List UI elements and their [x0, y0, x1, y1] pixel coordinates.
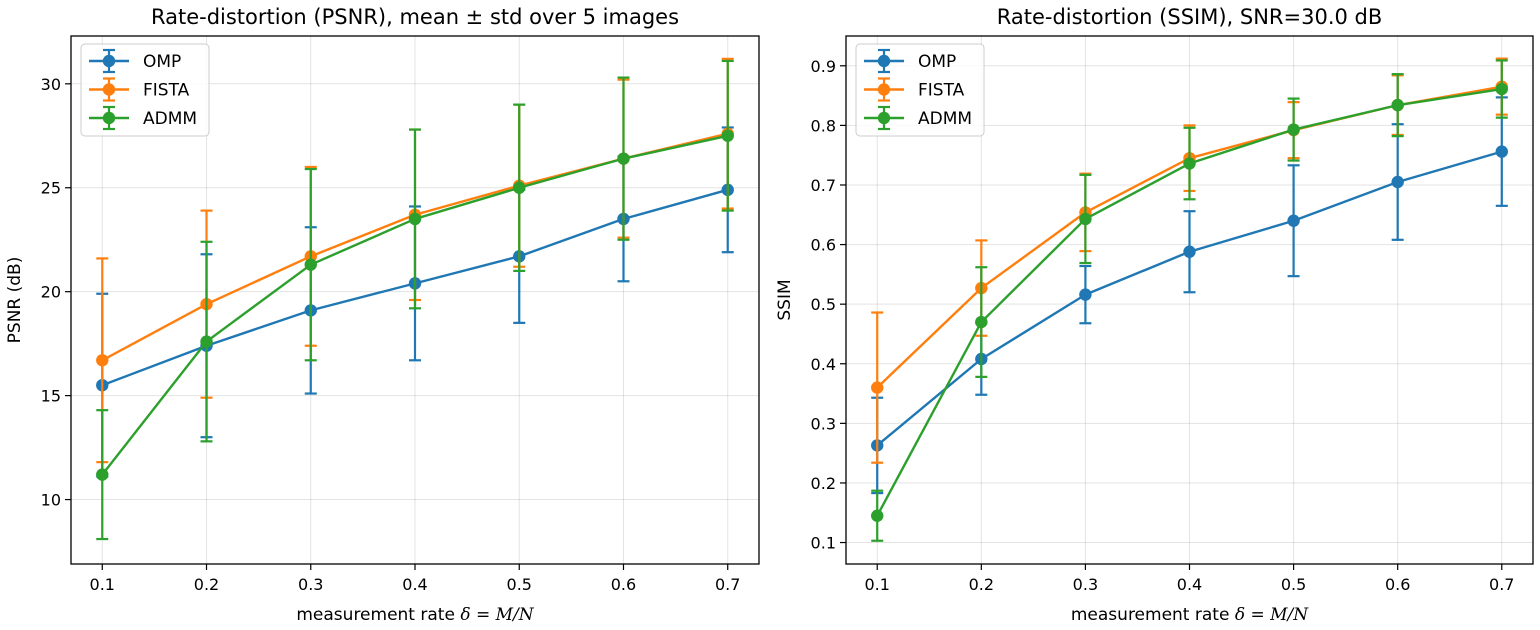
ssim-x-tick-label: 0.3 [1073, 575, 1098, 594]
ssim-y-axis: 0.1 0.2 0.3 0.4 0.5 0.6 0.7 0.8 0.9 [811, 57, 846, 553]
ssim-omp-point [1391, 175, 1404, 189]
psnr-x-tick-label: 0.1 [90, 575, 115, 594]
ssim-legend-marker [877, 111, 891, 125]
ssim-y-axis-label: SSIM [775, 279, 795, 320]
ssim-y-tick-label: 0.4 [811, 355, 836, 374]
ssim-admm-point [1287, 123, 1300, 136]
ssim-x-tick-label: 0.1 [865, 575, 890, 594]
psnr-legend-entry-admm: ADMM [89, 105, 197, 131]
psnr-y-axis: 10 15 20 25 30 [41, 75, 71, 510]
ssim-x-axis-label-math: δ = M/N [1235, 605, 1309, 625]
psnr-y-tick-label: 15 [41, 387, 61, 406]
psnr-x-axis-label: measurement rate δ = M/N [296, 605, 534, 625]
psnr-y-tick-label: 25 [41, 179, 61, 198]
psnr-legend-entry-fista: FISTA [89, 77, 190, 102]
psnr-legend-marker [102, 54, 116, 68]
psnr-admm-point [304, 258, 317, 271]
ssim-admm-point [1391, 98, 1404, 112]
ssim-admm-point [975, 315, 988, 329]
ssim-x-axis-label-text: measurement rate [1071, 605, 1235, 625]
ssim-legend-entry-omp: OMP [864, 48, 956, 74]
ssim-x-tick-label: 0.7 [1489, 575, 1514, 594]
psnr-admm-point [200, 335, 213, 348]
ssim-x-axis-label: measurement rate δ = M/N [1071, 605, 1309, 625]
psnr-x-tick-label: 0.4 [402, 575, 427, 594]
ssim-series-group [871, 57, 1508, 542]
psnr-y-axis-label: PSNR (dB) [5, 257, 25, 344]
psnr-legend-label: OMP [143, 52, 181, 72]
psnr-x-axis: 0.1 0.2 0.3 0.4 0.5 0.6 0.7 [90, 564, 740, 594]
psnr-legend: OMP FISTA ADMM [80, 43, 210, 137]
psnr-x-tick-label: 0.6 [611, 575, 636, 594]
psnr-series-admm [96, 59, 734, 541]
ssim-legend-label: ADMM [918, 109, 972, 129]
psnr-legend-marker [102, 111, 116, 125]
ssim-admm-point [1079, 212, 1092, 226]
ssim-y-tick-label: 0.8 [811, 116, 836, 135]
psnr-x-tick-label: 0.7 [715, 575, 740, 594]
psnr-chart-title: Rate-distortion (PSNR), mean ± std over … [151, 5, 679, 29]
ssim-legend-entry-fista: FISTA [864, 77, 965, 102]
psnr-legend-entry-omp: OMP [89, 48, 181, 74]
psnr-legend-box [80, 43, 210, 137]
psnr-y-tick-label: 20 [41, 283, 61, 302]
psnr-x-tick-label: 0.3 [298, 575, 323, 594]
ssim-legend-marker [877, 83, 891, 96]
ssim-plot-frame [845, 35, 1534, 565]
ssim-legend-box [855, 43, 985, 137]
ssim-chart-title: Rate-distortion (SSIM), SNR=30.0 dB [997, 5, 1383, 29]
ssim-fista-point [871, 381, 884, 394]
ssim-y-tick-label: 0.2 [811, 474, 836, 493]
psnr-x-tick-label: 0.2 [194, 575, 219, 594]
ssim-y-tick-label: 0.7 [811, 176, 836, 195]
ssim-x-tick-label: 0.2 [969, 575, 994, 594]
psnr-plot-frame [70, 35, 760, 565]
ssim-legend: OMP FISTA ADMM [855, 43, 985, 137]
ssim-y-tick-label: 0.3 [811, 414, 836, 433]
ssim-series-admm [871, 59, 1508, 542]
ssim-legend-label: OMP [918, 52, 956, 72]
psnr-admm-point [617, 152, 630, 165]
psnr-admm-point [721, 129, 734, 142]
ssim-y-tick-label: 0.6 [811, 236, 836, 255]
psnr-x-axis-label-math: δ = M/N [460, 605, 534, 625]
ssim-y-tick-label: 0.9 [811, 57, 836, 76]
psnr-x-tick-label: 0.5 [507, 575, 532, 594]
ssim-omp-point [1287, 214, 1300, 227]
ssim-admm-point [1183, 157, 1196, 170]
psnr-y-tick-label: 30 [41, 75, 61, 94]
ssim-legend-marker [877, 54, 891, 68]
psnr-legend-marker [102, 83, 116, 96]
psnr-y-tick-label: 10 [41, 491, 61, 510]
psnr-legend-label: FISTA [143, 81, 190, 101]
psnr-fista-point [96, 354, 109, 367]
psnr-legend-label: ADMM [143, 109, 197, 129]
ssim-x-tick-label: 0.6 [1385, 575, 1410, 594]
ssim-omp-point [1079, 288, 1092, 301]
psnr-series-group [96, 57, 734, 541]
psnr-admm-point [513, 181, 526, 194]
ssim-legend-entry-admm: ADMM [864, 105, 972, 131]
ssim-admm-point [871, 509, 884, 522]
ssim-x-tick-label: 0.5 [1281, 575, 1306, 594]
ssim-chart-panel: 0.1 0.2 0.3 0.4 0.5 0.6 0.70.10.20.30.40.50.60… [775, 5, 1534, 625]
ssim-y-tick-label: 0.5 [811, 295, 836, 314]
psnr-admm-point [408, 212, 422, 226]
ssim-admm-point [1495, 82, 1508, 96]
ssim-y-tick-label: 0.1 [811, 534, 836, 553]
ssim-x-tick-label: 0.4 [1177, 575, 1202, 594]
ssim-omp-point [1183, 245, 1196, 258]
ssim-legend-label: FISTA [918, 81, 965, 101]
psnr-chart-panel: 0.1 0.2 0.3 0.4 0.5 0.6 0.7 10 15 20 25 30 OMP FISTA A… [5, 5, 760, 625]
ssim-x-axis: 0.1 0.2 0.3 0.4 0.5 0.6 0.7 [865, 564, 1514, 594]
psnr-x-axis-label-text: measurement rate [296, 605, 460, 625]
psnr-admm-point [96, 468, 109, 481]
ssim-omp-point [1495, 145, 1508, 158]
